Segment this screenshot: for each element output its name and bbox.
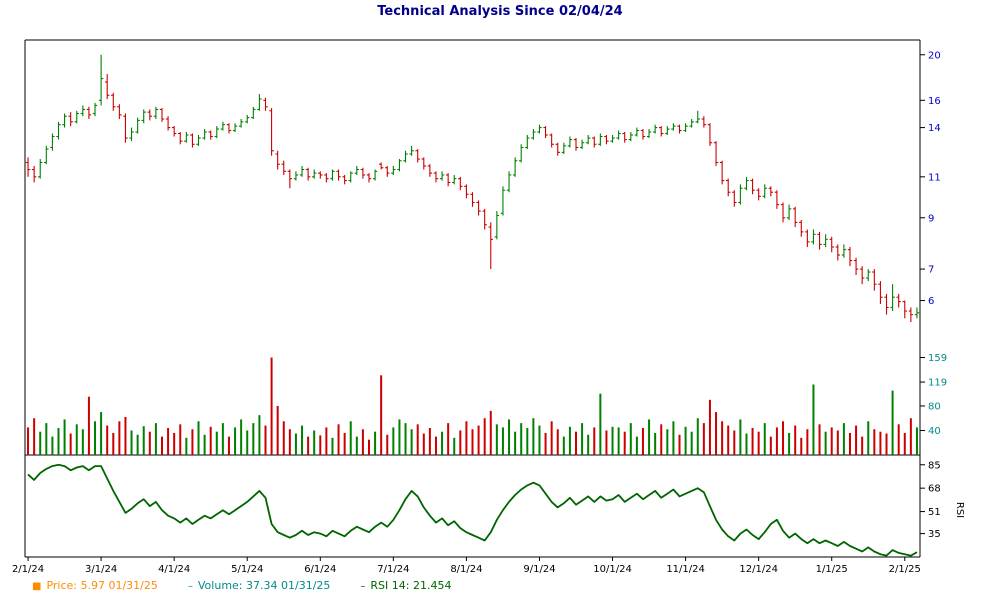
svg-text:5/1/24: 5/1/24 <box>231 564 263 575</box>
svg-text:9/1/24: 9/1/24 <box>523 564 555 575</box>
rsi-line <box>27 463 918 557</box>
volume-bars <box>27 357 918 455</box>
svg-text:85: 85 <box>928 460 941 471</box>
svg-text:14: 14 <box>928 123 941 134</box>
svg-text:7/1/24: 7/1/24 <box>377 564 409 575</box>
svg-text:6: 6 <box>928 296 934 307</box>
svg-text:12/1/24: 12/1/24 <box>739 564 778 575</box>
svg-text:6/1/24: 6/1/24 <box>304 564 336 575</box>
rsi-axis-labels: 85 68 51 35 <box>920 460 941 540</box>
volume-marker-icon: – <box>187 581 193 592</box>
svg-text:10/1/24: 10/1/24 <box>593 564 632 575</box>
svg-text:11: 11 <box>928 172 941 183</box>
legend-rsi: – RSI 14: 21.454 <box>360 579 451 592</box>
page-title: Technical Analysis Since 02/04/24 <box>377 4 623 19</box>
chart-legend: ■ Price: 5.97 01/31/25 – Volume: 37.34 01/… <box>32 579 451 592</box>
svg-text:159: 159 <box>928 353 947 364</box>
price-axis-labels: 20 16 14 11 9 7 6 <box>920 50 941 307</box>
legend-price: ■ Price: 5.97 01/31/25 <box>32 579 158 592</box>
svg-text:7: 7 <box>928 265 934 276</box>
svg-text:1/1/25: 1/1/25 <box>816 564 848 575</box>
svg-text:40: 40 <box>928 426 941 437</box>
legend-volume-label: Volume: 37.34 01/31/25 <box>197 579 331 592</box>
chart-frame <box>24 39 921 558</box>
legend-volume: – Volume: 37.34 01/31/25 <box>188 579 331 592</box>
svg-text:2/1/24: 2/1/24 <box>12 564 44 575</box>
svg-text:68: 68 <box>928 484 941 495</box>
price-ohlc-bars <box>25 54 920 323</box>
date-axis-labels: 2/1/24 3/1/24 4/1/24 5/1/24 6/1/24 7/1/24 8/1/… <box>12 557 921 575</box>
svg-text:2/1/25: 2/1/25 <box>889 564 921 575</box>
rsi-marker-icon: – <box>360 581 366 592</box>
svg-text:8/1/24: 8/1/24 <box>450 564 482 575</box>
svg-text:16: 16 <box>928 96 941 107</box>
rsi-axis-title: RSI <box>954 502 965 518</box>
svg-text:119: 119 <box>928 378 947 389</box>
legend-price-label: Price: 5.97 01/31/25 <box>46 579 158 592</box>
volume-axis-labels: 159 119 80 40 <box>920 353 947 437</box>
svg-text:51: 51 <box>928 507 941 518</box>
svg-text:4/1/24: 4/1/24 <box>158 564 190 575</box>
svg-text:3/1/24: 3/1/24 <box>85 564 117 575</box>
svg-text:9: 9 <box>928 213 934 224</box>
legend-rsi-label: RSI 14: 21.454 <box>370 579 452 592</box>
svg-text:11/1/24: 11/1/24 <box>666 564 705 575</box>
svg-text:35: 35 <box>928 529 941 540</box>
svg-text:20: 20 <box>928 50 941 61</box>
price-marker-icon: ■ <box>32 581 42 592</box>
svg-text:80: 80 <box>928 401 941 412</box>
